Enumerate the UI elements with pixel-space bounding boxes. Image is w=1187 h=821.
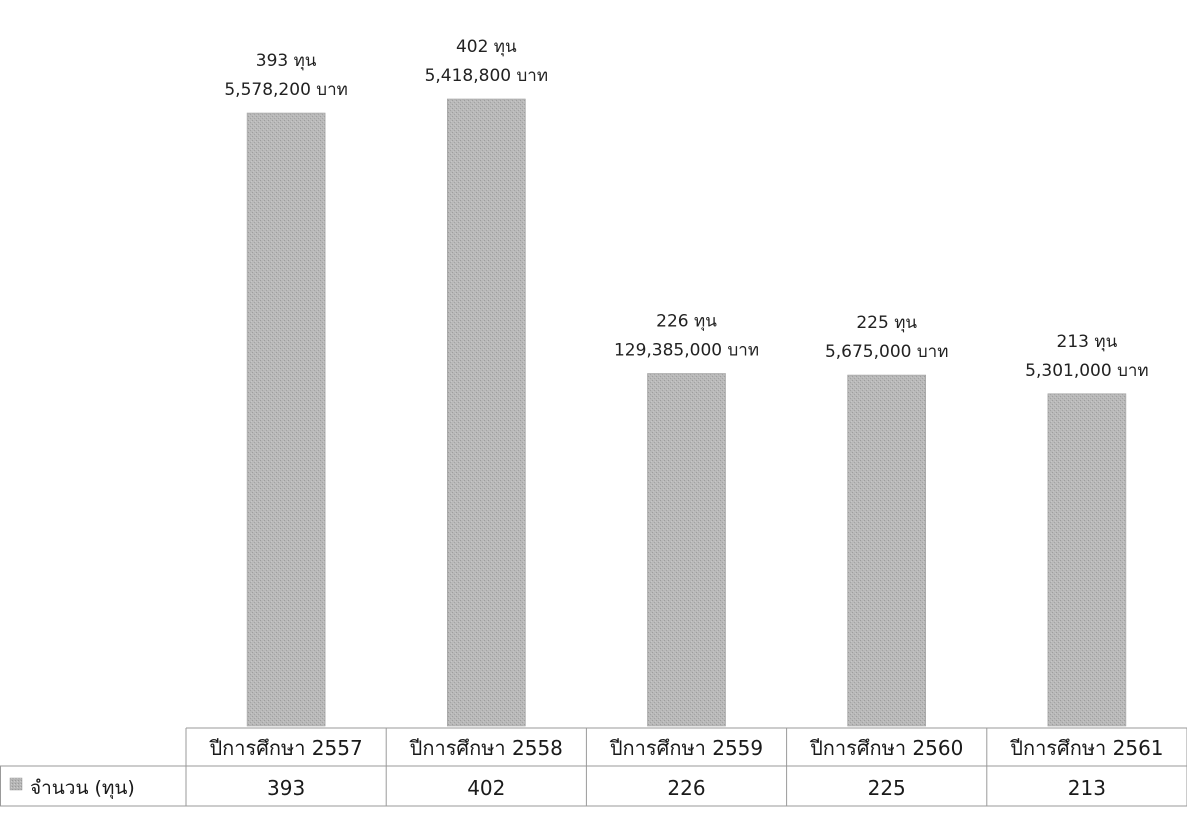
bar-amount-label: 129,385,000 บาท	[614, 341, 759, 361]
bars-layer	[246, 98, 1127, 727]
bar-amount-label: 5,418,800 บาท	[425, 66, 548, 86]
bar	[647, 373, 726, 727]
category-label: ปีการศึกษา 2561	[1010, 736, 1164, 760]
table-value: 226	[667, 776, 705, 800]
category-label: ปีการศึกษา 2558	[409, 736, 563, 760]
bar	[847, 374, 927, 727]
bar-count-label: 402 ทุน	[456, 37, 517, 57]
table-value: 225	[868, 776, 906, 800]
category-label: ปีการศึกษา 2560	[810, 736, 964, 760]
bar-count-label: 226 ทุน	[656, 312, 717, 332]
bar-amount-label: 5,301,000 บาท	[1025, 361, 1148, 381]
table-value: 213	[1068, 776, 1106, 800]
data-table: ปีการศึกษา 2557 ปีการศึกษา 2558 ปีการศึกษา…	[0, 727, 1187, 807]
bar-amount-label: 5,675,000 บาท	[825, 342, 948, 362]
category-label: ปีการศึกษา 2557	[209, 736, 363, 760]
bar	[1047, 393, 1127, 727]
table-value: 393	[267, 776, 305, 800]
legend-swatch	[9, 777, 23, 791]
bar-amount-label: 5,578,200 บาท	[224, 80, 347, 100]
table-value: 402	[467, 776, 505, 800]
bar	[246, 112, 326, 727]
legend-label: จำนวน (ทุน)	[30, 777, 135, 800]
bar	[446, 98, 526, 727]
category-label: ปีการศึกษา 2559	[610, 736, 764, 760]
bar-count-label: 393 ทุน	[256, 51, 317, 71]
bar-count-label: 225 ทุน	[856, 313, 917, 333]
bar-labels-layer: 393 ทุน 5,578,200 บาท 402 ทุน 5,418,800 บาท…	[224, 37, 1148, 381]
bar-count-label: 213 ทุน	[1057, 332, 1118, 352]
